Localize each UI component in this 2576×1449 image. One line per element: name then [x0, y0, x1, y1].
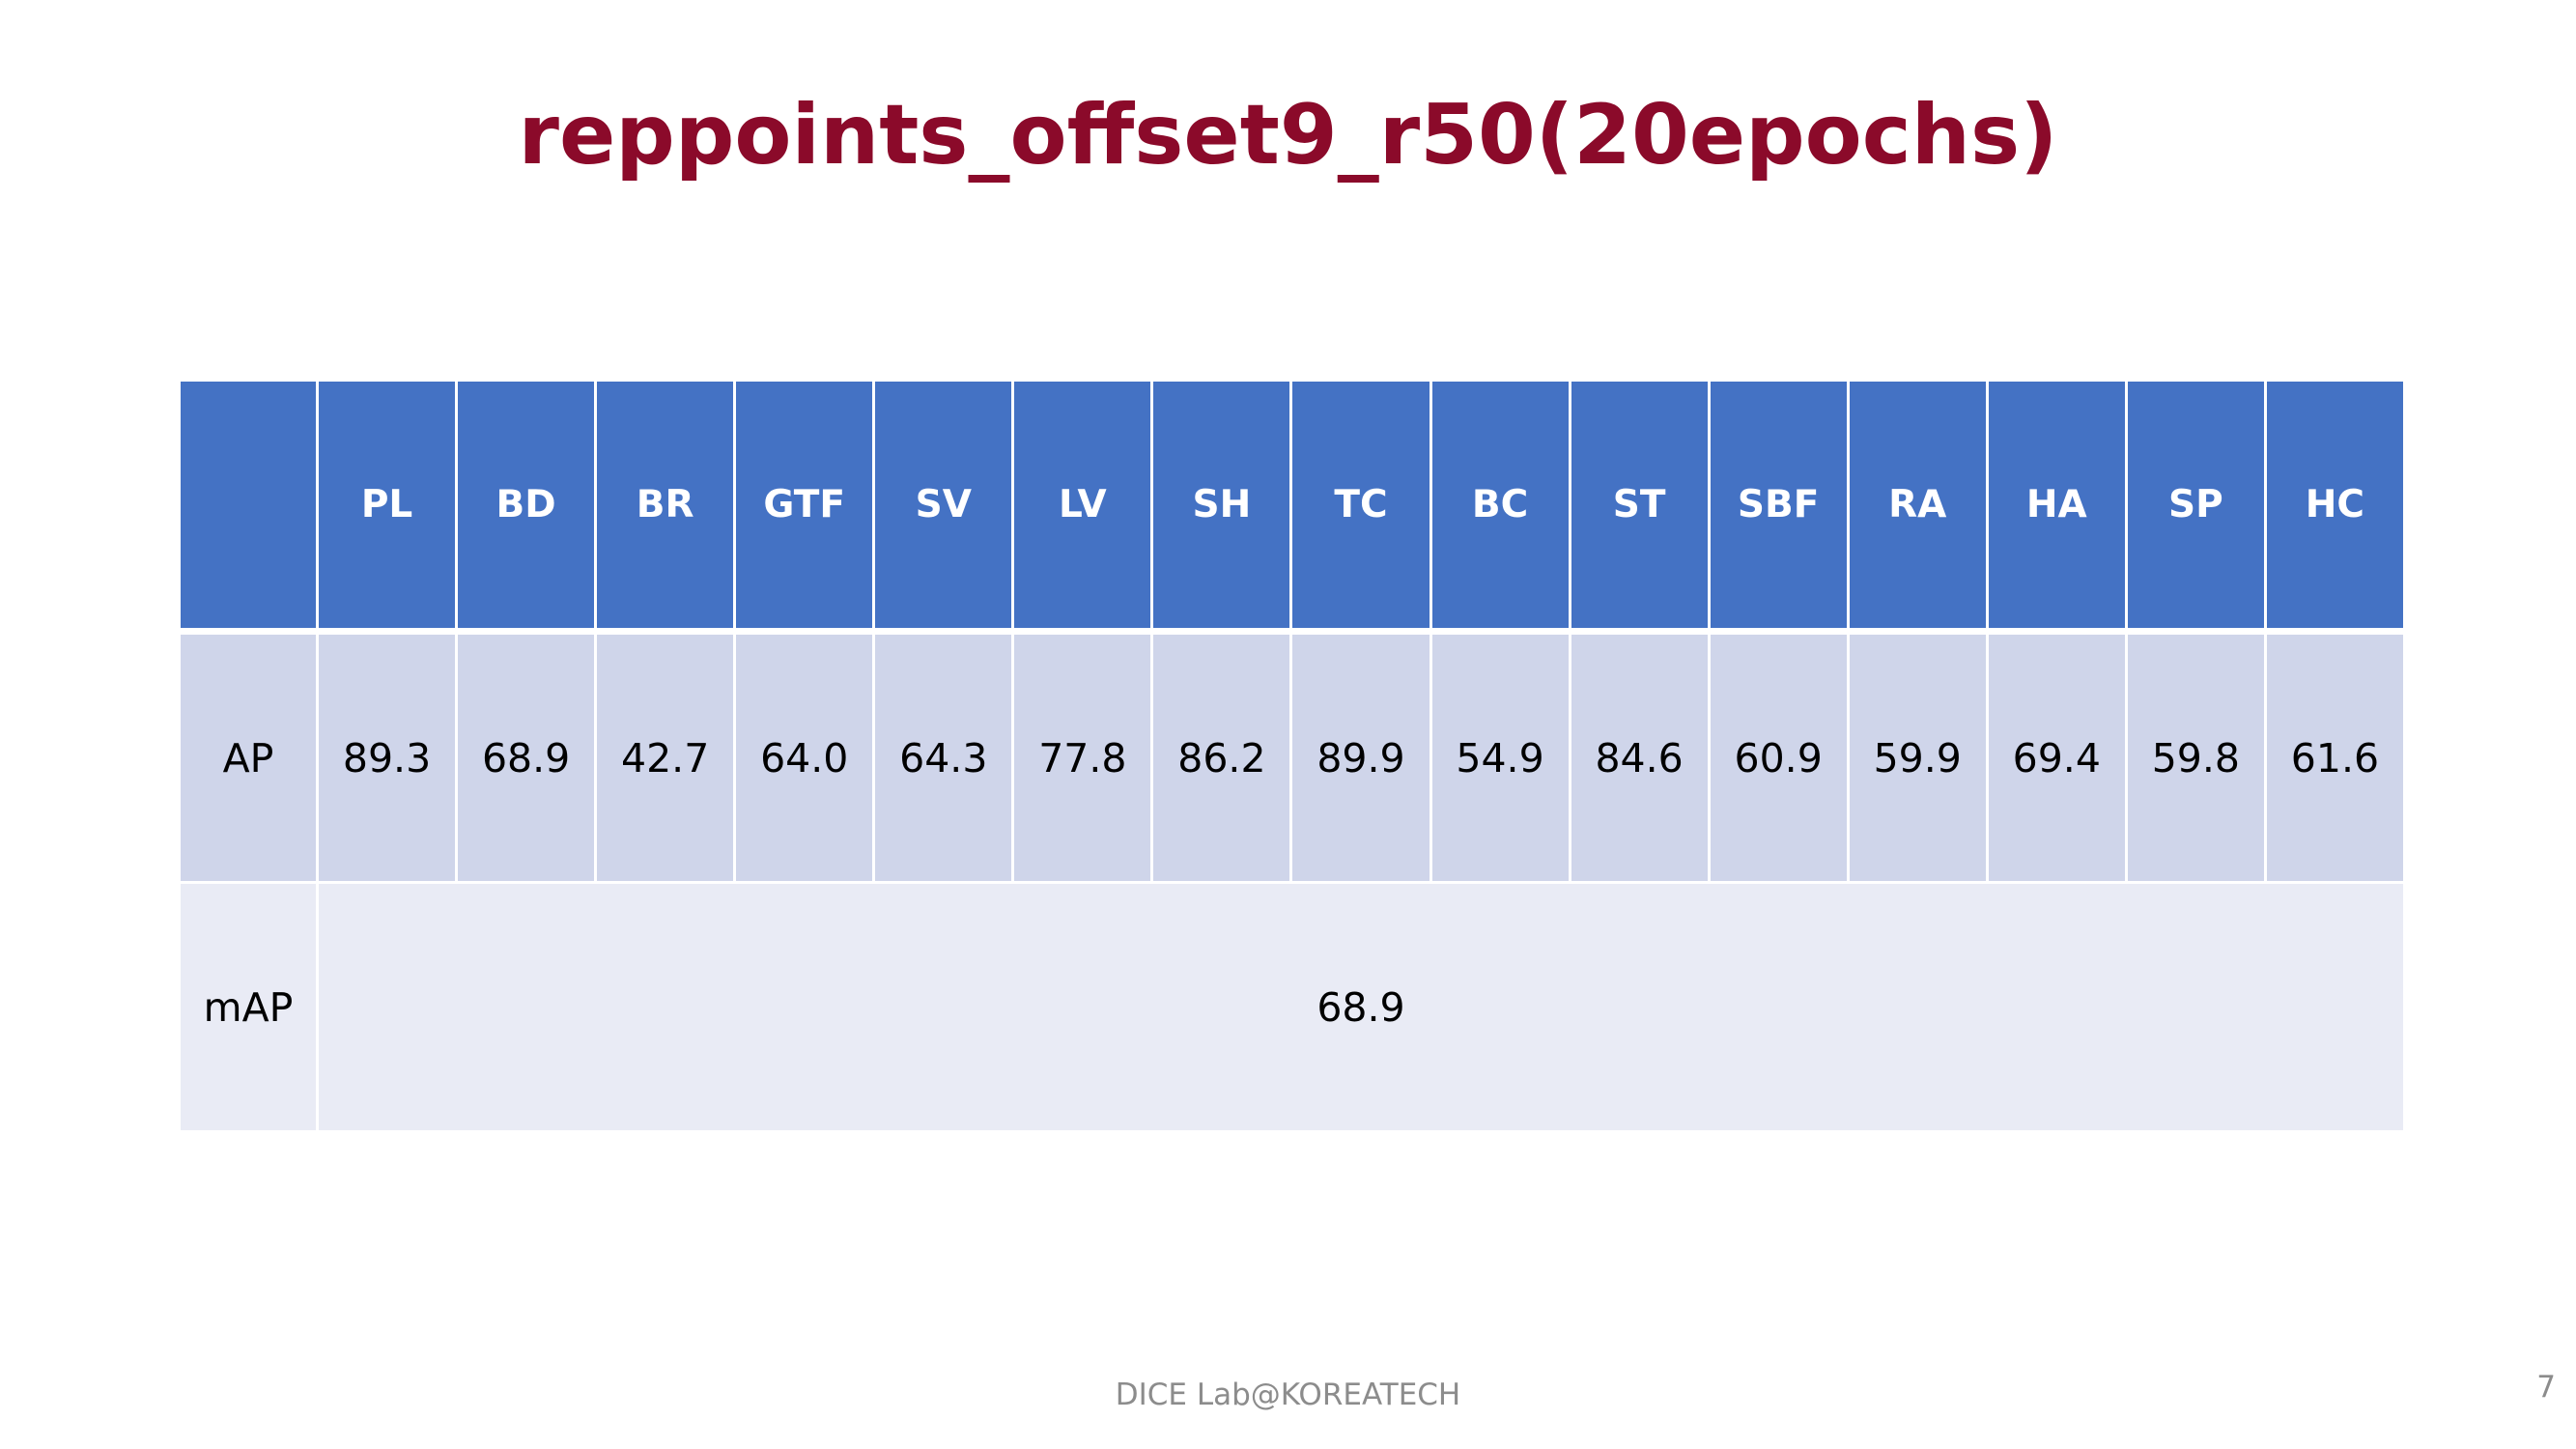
ap-value-cell: 68.9 [455, 630, 598, 884]
ap-value-cell: 69.4 [1985, 630, 2128, 884]
column-header: SH [1150, 379, 1293, 635]
column-header: BD [455, 379, 598, 635]
ap-value-cell: 89.9 [1289, 630, 1432, 884]
column-header: RA [1846, 379, 1989, 635]
column-header: SV [872, 379, 1015, 635]
column-header: ST [1568, 379, 1711, 635]
ap-row: AP 89.3 68.9 42.7 64.0 64.3 77.8 86.2 89… [178, 630, 2407, 884]
ap-value-cell: 64.0 [733, 630, 876, 884]
column-header: BC [1429, 379, 1571, 635]
corner-cell [178, 379, 319, 635]
ap-value-cell: 89.3 [315, 630, 459, 884]
slide-title: reppoints_offset9_r50(20epochs) [518, 87, 2058, 184]
header-row: PL BD BR GTF SV LV SH TC BC ST SBF RA HA… [178, 379, 2407, 635]
ap-value-cell: 59.8 [2124, 630, 2267, 884]
footer-text: DICE Lab@KOREATECH [1115, 1378, 1461, 1412]
ap-value-cell: 84.6 [1568, 630, 1711, 884]
column-header: SBF [1707, 379, 1850, 635]
row-label-ap: AP [178, 630, 319, 884]
column-header: PL [315, 379, 459, 635]
ap-value-cell: 64.3 [872, 630, 1015, 884]
ap-value-cell: 60.9 [1707, 630, 1850, 884]
column-header: TC [1289, 379, 1432, 635]
column-header: BR [594, 379, 737, 635]
column-header: SP [2124, 379, 2267, 635]
column-header: HC [2263, 379, 2407, 635]
page-number: 7 [2536, 1370, 2556, 1405]
ap-value-cell: 42.7 [594, 630, 737, 884]
ap-value-cell: 59.9 [1846, 630, 1989, 884]
ap-value-cell: 86.2 [1150, 630, 1293, 884]
results-table: PL BD BR GTF SV LV SH TC BC ST SBF RA HA… [178, 379, 2407, 1133]
column-header: GTF [733, 379, 876, 635]
ap-value-cell: 77.8 [1011, 630, 1154, 884]
map-value-cell: 68.9 [316, 881, 2406, 1133]
column-header: HA [1985, 379, 2128, 635]
column-header: LV [1011, 379, 1154, 635]
row-label-map: mAP [178, 881, 319, 1133]
map-row: mAP 68.9 [178, 881, 2406, 1133]
ap-value-cell: 61.6 [2263, 630, 2407, 884]
ap-value-cell: 54.9 [1429, 630, 1571, 884]
